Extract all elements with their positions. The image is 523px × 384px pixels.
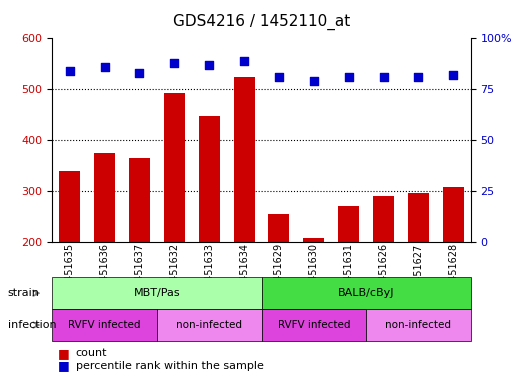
Bar xyxy=(338,206,359,344)
Bar xyxy=(268,214,289,344)
Point xyxy=(100,64,109,70)
Text: ■: ■ xyxy=(58,347,69,360)
Text: ■: ■ xyxy=(58,359,69,372)
Point xyxy=(275,74,283,80)
Point xyxy=(449,72,458,78)
Text: MBT/Pas: MBT/Pas xyxy=(133,288,180,298)
Text: count: count xyxy=(76,348,107,358)
Point xyxy=(379,74,388,80)
Bar xyxy=(164,93,185,344)
Bar xyxy=(199,116,220,344)
Point xyxy=(310,78,318,84)
Bar xyxy=(303,238,324,344)
Bar xyxy=(94,153,115,344)
Bar xyxy=(59,171,80,344)
Text: percentile rank within the sample: percentile rank within the sample xyxy=(76,361,264,371)
Point xyxy=(205,62,213,68)
Text: non-infected: non-infected xyxy=(176,320,242,330)
Bar xyxy=(234,76,255,344)
Text: GDS4216 / 1452110_at: GDS4216 / 1452110_at xyxy=(173,13,350,30)
Point xyxy=(65,68,74,74)
Point xyxy=(170,60,178,66)
Point xyxy=(135,70,144,76)
Text: non-infected: non-infected xyxy=(385,320,451,330)
Bar xyxy=(443,187,464,344)
Text: BALB/cByJ: BALB/cByJ xyxy=(338,288,394,298)
Bar xyxy=(408,193,429,344)
Point xyxy=(345,74,353,80)
Point xyxy=(240,58,248,64)
Text: RVFV infected: RVFV infected xyxy=(69,320,141,330)
Text: infection: infection xyxy=(8,320,56,330)
Bar xyxy=(129,158,150,344)
Point xyxy=(414,74,423,80)
Text: strain: strain xyxy=(8,288,40,298)
Bar xyxy=(373,196,394,344)
Text: RVFV infected: RVFV infected xyxy=(278,320,350,330)
